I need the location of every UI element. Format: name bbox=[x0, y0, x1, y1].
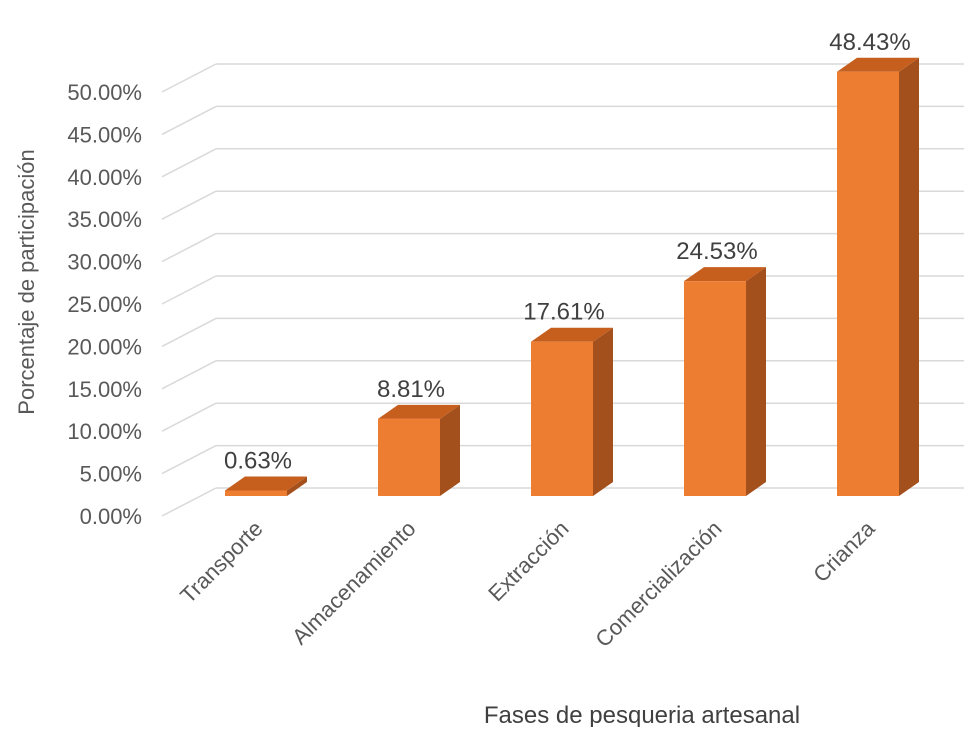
x-tick-label: Transporte bbox=[175, 516, 267, 608]
bar-side bbox=[593, 327, 613, 496]
bar-side bbox=[440, 404, 460, 496]
data-label: 0.63% bbox=[224, 447, 292, 474]
bar bbox=[531, 327, 613, 496]
x-axis-label: Fases de pesqueria artesanal bbox=[484, 702, 800, 727]
bar-front bbox=[225, 490, 287, 496]
x-tick-label: Almacenamiento bbox=[287, 516, 421, 650]
bar-top bbox=[225, 476, 307, 491]
y-tick-label: 35.00% bbox=[67, 207, 142, 232]
y-tick-label: 25.00% bbox=[67, 292, 142, 317]
bar-side bbox=[746, 267, 766, 496]
bar-top bbox=[684, 267, 766, 282]
bar-front bbox=[531, 341, 593, 496]
bar bbox=[225, 476, 307, 496]
bars bbox=[225, 57, 919, 496]
bar-front bbox=[684, 281, 746, 496]
data-label: 17.61% bbox=[523, 299, 604, 326]
bar-side bbox=[287, 476, 307, 496]
y-axis-ticks: 0.00% 5.00% 10.00% 15.00% 20.00% 25.00% 30.00%… bbox=[67, 80, 142, 529]
bar bbox=[837, 57, 919, 496]
y-axis-label: Porcentaje de participación bbox=[14, 149, 39, 414]
data-labels: 0.63% 8.81% 17.61% 24.53% 48.43% bbox=[224, 29, 911, 475]
y-tick-label: 5.00% bbox=[80, 462, 142, 487]
bar bbox=[378, 404, 460, 496]
bar-front bbox=[837, 71, 899, 496]
x-tick-label: Comercialización bbox=[590, 516, 726, 652]
y-tick-label: 30.00% bbox=[67, 250, 142, 275]
y-tick-label: 45.00% bbox=[67, 122, 142, 147]
y-tick-label: 10.00% bbox=[67, 419, 142, 444]
data-label: 24.53% bbox=[676, 238, 757, 265]
y-tick-label: 15.00% bbox=[67, 377, 142, 402]
bar-side bbox=[899, 57, 919, 496]
x-axis-ticks: Transporte Almacenamiento Extracción Comerc… bbox=[175, 515, 880, 652]
bar bbox=[684, 267, 766, 496]
bar-top bbox=[531, 327, 613, 342]
x-tick-label: Crianza bbox=[808, 515, 880, 587]
y-tick-label: 40.00% bbox=[67, 165, 142, 190]
x-tick-label: Extracción bbox=[483, 516, 573, 606]
y-tick-label: 0.00% bbox=[80, 504, 142, 529]
bar-top bbox=[378, 404, 460, 419]
y-tick-label: 50.00% bbox=[67, 80, 142, 105]
gridline bbox=[161, 63, 964, 93]
bar-top bbox=[837, 57, 919, 72]
y-tick-label: 20.00% bbox=[67, 334, 142, 359]
data-label: 8.81% bbox=[377, 376, 445, 403]
data-label: 48.43% bbox=[829, 29, 910, 56]
bar-front bbox=[378, 418, 440, 496]
